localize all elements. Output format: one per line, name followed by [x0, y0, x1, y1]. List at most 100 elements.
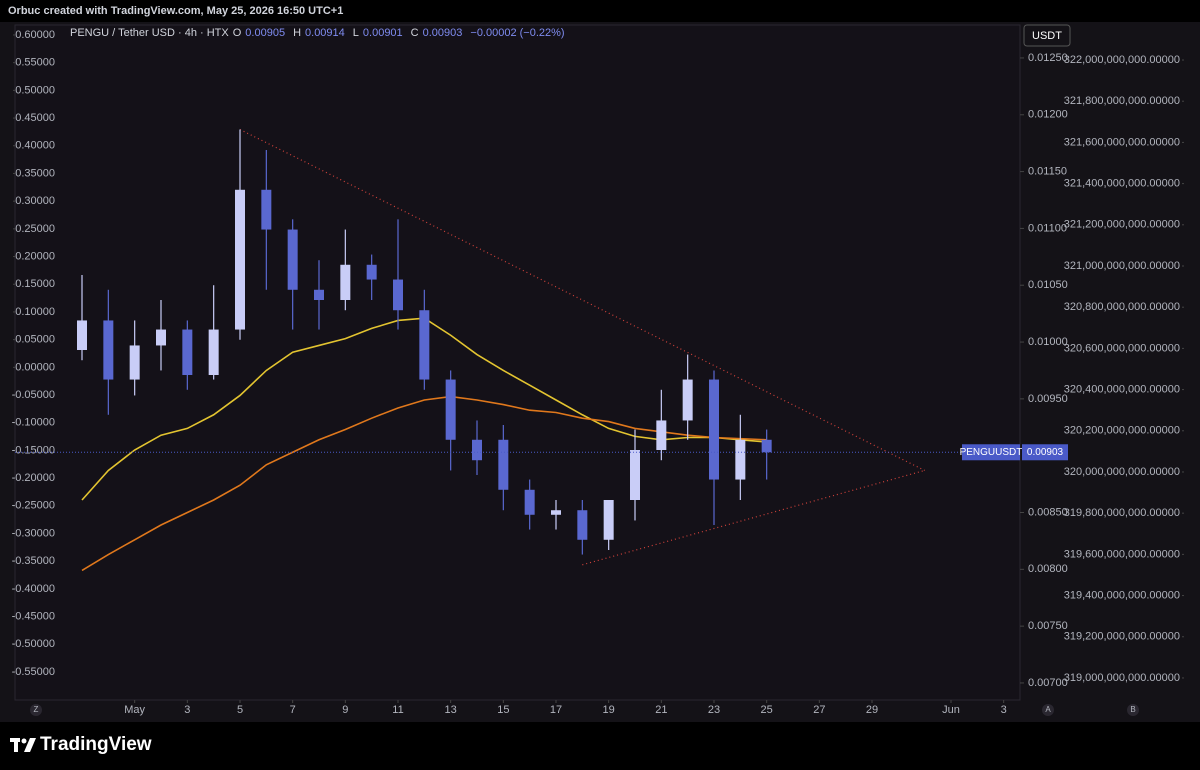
- y-tick-label: 319,200,000,000.00000: [1064, 631, 1180, 643]
- y-tick-label: 320,000,000,000.00000: [1064, 466, 1180, 478]
- candle-body: [261, 189, 272, 230]
- price-tag-symbol: PENGUUSDT: [960, 447, 1023, 458]
- candle-body: [656, 420, 667, 450]
- y-tick-label: -0.50000: [12, 638, 55, 650]
- candle-body: [445, 379, 456, 440]
- x-tick-label: 9: [342, 704, 348, 716]
- y-tick-label: 320,400,000,000.00000: [1064, 383, 1180, 395]
- y-tick-label: 0.01050: [1028, 279, 1068, 291]
- y-tick-label: 0.10000: [15, 306, 55, 318]
- legend: PENGU / Tether USD · 4h · HTX O 0.00905 H…: [70, 27, 569, 39]
- y-tick-label: 0.01150: [1028, 165, 1067, 177]
- button[interactable]: [1042, 704, 1054, 716]
- currency[interactable]: USDT: [1032, 30, 1062, 42]
- candle-body: [235, 189, 245, 330]
- price-tag: [1022, 444, 1068, 461]
- candle-body: [761, 439, 772, 453]
- y-tick-label: -0.55000: [12, 666, 55, 678]
- candle-body: [156, 329, 166, 346]
- button[interactable]: [30, 704, 42, 716]
- y-tick-label: -0.25000: [12, 500, 55, 512]
- currency-box[interactable]: [1023, 24, 1071, 47]
- candle-body: [340, 264, 351, 300]
- y-tick-label: 321,200,000,000.00000: [1064, 219, 1180, 231]
- y-tick-label: 0.55000: [15, 57, 55, 69]
- y-tick-label: 321,400,000,000.00000: [1064, 178, 1180, 190]
- candle-body: [103, 320, 114, 380]
- x-tick-label: 19: [603, 704, 615, 716]
- x-tick-label: 29: [866, 704, 878, 716]
- y-tick-label: 322,000,000,000.00000: [1064, 54, 1180, 66]
- x-tick-label: 3: [1001, 704, 1007, 716]
- candle-body: [314, 289, 324, 300]
- candle-body: [472, 439, 482, 461]
- x-tick-label: 17: [550, 704, 562, 716]
- y-tick-label: -0.35000: [12, 555, 55, 567]
- candle-body: [208, 329, 219, 375]
- plot-area: [14, 24, 1021, 701]
- candle-body: [735, 439, 746, 480]
- candle-body: [419, 310, 430, 380]
- symbol: PENGU / Tether USD · 4h · HTX: [70, 27, 229, 39]
- y-tick-label: 319,400,000,000.00000: [1064, 589, 1180, 601]
- price-tag: [962, 444, 1020, 461]
- y-tick-label: 319,600,000,000.00000: [1064, 548, 1180, 560]
- x-tick-label: 7: [290, 704, 296, 716]
- ohlc-value: 0.00905: [245, 27, 286, 39]
- candle-body: [182, 329, 193, 375]
- candle-body: [603, 500, 614, 540]
- y-tick-label: -0.05000: [12, 389, 55, 401]
- x-tick-label: 11: [392, 704, 403, 716]
- x-tick-label: Jun: [942, 704, 960, 716]
- candle-body: [577, 510, 588, 540]
- x-tick-label: 21: [655, 704, 667, 716]
- y-tick-label: 0.15000: [15, 278, 55, 290]
- y-tick-label: 320,600,000,000.00000: [1064, 342, 1180, 354]
- chart: USDT Z A B 0.01250 0.01200 0.01150 0.01100 0…: [0, 22, 1200, 722]
- footer: TradingView: [0, 722, 1200, 770]
- candle-body: [393, 279, 403, 311]
- y-tick-label: 0.50000: [15, 84, 55, 96]
- x-tick-label: 15: [497, 704, 509, 716]
- y-tick-label: 320,200,000,000.00000: [1064, 425, 1180, 437]
- x-tick-label: 25: [761, 704, 773, 716]
- y-tick-label: 321,600,000,000.00000: [1064, 136, 1180, 148]
- y-tick-label: 0.01250: [1028, 52, 1068, 64]
- logo: [10, 738, 36, 752]
- button-label[interactable]: Z: [34, 705, 39, 714]
- change: −0.00002 (−0.22%): [470, 27, 565, 39]
- y-tick-label: 0.20000: [15, 250, 55, 262]
- ohlc-value: 0.00914: [305, 27, 345, 39]
- y-tick-label: 0.00000: [15, 361, 55, 373]
- x-tick-label: May: [124, 704, 145, 716]
- y-tick-label: 0.00800: [1028, 563, 1068, 575]
- y-tick-label: 0.35000: [15, 167, 55, 179]
- y-tick-label: 0.00750: [1028, 620, 1068, 632]
- ohlc-label: L: [352, 27, 359, 39]
- y-tick-label: -0.45000: [12, 611, 55, 623]
- candle-body: [129, 345, 140, 380]
- y-tick-label: 0.05000: [15, 334, 55, 346]
- y-tick-label: 0.30000: [15, 195, 55, 207]
- y-tick-label: -0.30000: [12, 527, 55, 539]
- button-label[interactable]: B: [1130, 705, 1135, 714]
- caption: Orbuc created with TradingView.com, May …: [0, 0, 1200, 22]
- x-tick-label: 3: [184, 704, 190, 716]
- y-tick-label: 0.00950: [1028, 393, 1068, 405]
- ohlc-value: 0.00903: [422, 27, 463, 39]
- plot: [77, 129, 925, 572]
- candle-body: [366, 264, 377, 280]
- ohlc-label: H: [293, 27, 302, 39]
- candle-body: [77, 320, 87, 350]
- button[interactable]: [1127, 704, 1139, 716]
- y-tick-label: 0.01000: [1028, 336, 1068, 348]
- button-label[interactable]: A: [1045, 705, 1051, 714]
- candle-body: [498, 439, 509, 490]
- y-tick-label: 0.25000: [15, 223, 55, 235]
- candle-body: [630, 450, 640, 500]
- candle-body: [682, 379, 693, 421]
- y-tick-label: -0.40000: [12, 583, 55, 595]
- y-tick-label: 0.60000: [15, 29, 55, 41]
- x-tick-label: 27: [813, 704, 825, 716]
- y-tick-label: 0.45000: [15, 112, 55, 124]
